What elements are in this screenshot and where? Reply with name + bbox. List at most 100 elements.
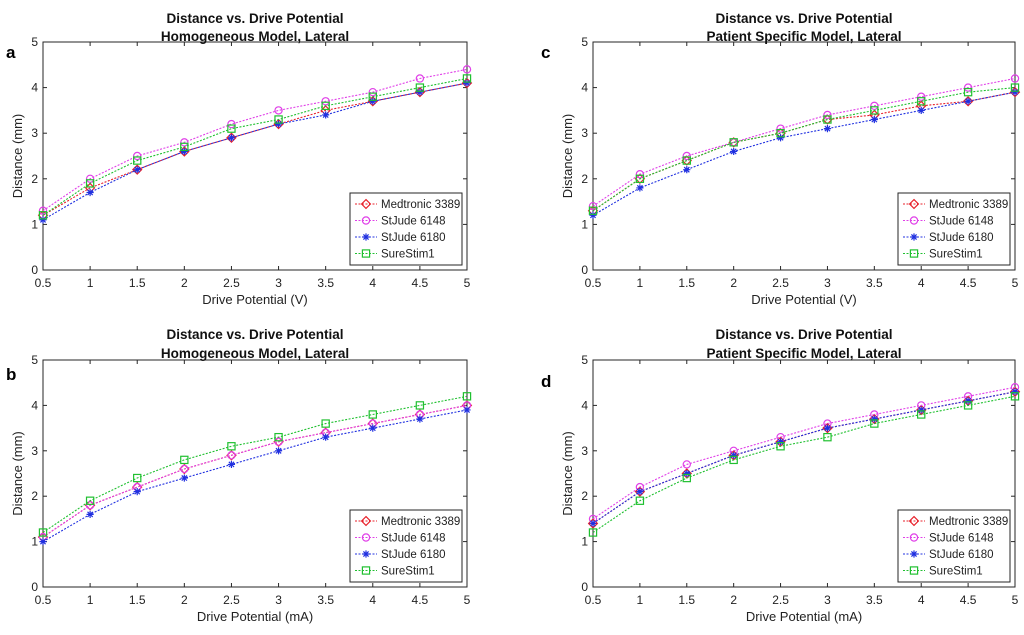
data-point [635, 170, 645, 179]
chart-title-line-1: Distance vs. Drive Potential [715, 327, 892, 342]
data-point [917, 106, 925, 114]
series-line [592, 391, 1016, 524]
data-point [463, 406, 471, 414]
chart-title-line-1: Distance vs. Drive Potential [166, 11, 343, 26]
legend-swatch-marker [909, 566, 919, 575]
data-point [588, 528, 598, 537]
y-tick-label: 1 [31, 217, 38, 231]
series-surestim1 [588, 83, 1020, 215]
legend-entry: StJude 6180 [381, 549, 446, 561]
data-point [38, 211, 48, 220]
data-point [416, 415, 424, 423]
legend: Medtronic 3389 StJude 6148 StJude 6180 Sure… [897, 192, 1011, 266]
y-tick-label: 2 [31, 172, 38, 186]
legend-entry: SureStim1 [381, 566, 435, 578]
series-stjude-6180 [39, 406, 471, 546]
x-tick-label: 1 [87, 276, 94, 290]
data-point [870, 115, 878, 124]
data-point [321, 101, 330, 111]
chart-panel-d: Distance vs. Drive Potential Patient Spec… [541, 327, 1021, 624]
series-line [592, 395, 1016, 533]
data-point [822, 114, 833, 125]
x-tick-label: 1.5 [678, 593, 695, 607]
x-tick-label: 1.5 [678, 276, 695, 290]
data-point [38, 528, 48, 537]
data-point [870, 415, 878, 423]
data-point [822, 422, 833, 434]
data-point [962, 96, 974, 107]
data-point [368, 410, 377, 419]
legend-swatch-marker [910, 550, 918, 558]
y-tick-label: 5 [31, 353, 38, 367]
panel-letter: d [541, 372, 551, 391]
x-tick-label: 3.5 [317, 276, 334, 290]
legend-swatch-marker [360, 198, 372, 210]
chart-panel-b: Distance vs. Drive Potential Homogeneous … [6, 327, 473, 624]
series-line [42, 68, 468, 212]
legend-swatch-marker [909, 533, 919, 542]
data-point [85, 174, 95, 183]
panel-letter: a [6, 43, 16, 62]
data-point [227, 124, 236, 133]
data-point [730, 147, 738, 156]
data-point [823, 432, 832, 442]
data-point [870, 419, 879, 428]
data-point [86, 510, 94, 518]
data-point [729, 455, 738, 465]
data-point [1011, 388, 1019, 396]
data-point [776, 134, 785, 142]
x-tick-label: 0.5 [585, 276, 602, 290]
legend-entry: StJude 6148 [381, 216, 446, 228]
y-tick-label: 0 [31, 263, 38, 277]
data-point [963, 401, 973, 410]
legend-box [349, 192, 463, 266]
data-point [368, 87, 377, 97]
data-point [462, 392, 472, 401]
data-point [683, 166, 691, 174]
data-point [1011, 88, 1019, 96]
x-tick-label: 2 [181, 593, 188, 607]
y-tick-label: 5 [581, 353, 588, 367]
x-tick-label: 5 [464, 593, 471, 607]
data-point [133, 488, 141, 496]
data-point [1009, 386, 1021, 398]
x-axis-label: Drive Potential (V) [751, 292, 856, 307]
data-point [588, 206, 598, 215]
y-tick-label: 4 [581, 81, 588, 95]
data-point [369, 97, 377, 105]
legend-swatch-marker [909, 249, 919, 258]
y-tick-label: 4 [581, 398, 588, 412]
chart-panel-a: Distance vs. Drive Potential Homogeneous … [6, 11, 473, 307]
data-point [133, 166, 141, 174]
data-point [322, 111, 330, 119]
x-axis-label: Drive Potential (mA) [746, 609, 862, 624]
data-point [416, 88, 424, 96]
legend-swatch-marker [361, 533, 371, 542]
data-point [870, 106, 879, 115]
data-point [635, 496, 645, 505]
panel-letter: b [6, 365, 16, 384]
data-point [321, 97, 330, 106]
data-point [321, 419, 330, 428]
legend-entry: StJude 6180 [929, 232, 994, 244]
data-point [227, 134, 236, 142]
x-tick-label: 4.5 [412, 593, 429, 607]
legend-entry: StJude 6148 [381, 533, 446, 545]
data-point [1010, 83, 1020, 92]
x-axis-label: Drive Potential (V) [202, 292, 307, 307]
data-point [683, 469, 691, 478]
x-tick-label: 4.5 [960, 276, 977, 290]
x-tick-label: 5 [464, 276, 471, 290]
data-point [38, 206, 48, 215]
data-point [180, 464, 189, 474]
series-line [42, 77, 468, 216]
data-point [227, 442, 236, 451]
data-point [462, 65, 472, 74]
y-axis-label: Distance (mm) [10, 114, 25, 199]
data-point [180, 138, 189, 147]
legend-entry: SureStim1 [929, 249, 983, 261]
data-point [729, 138, 738, 147]
legend-swatch-marker [909, 216, 919, 225]
data-point [917, 92, 926, 101]
data-point [415, 83, 425, 92]
